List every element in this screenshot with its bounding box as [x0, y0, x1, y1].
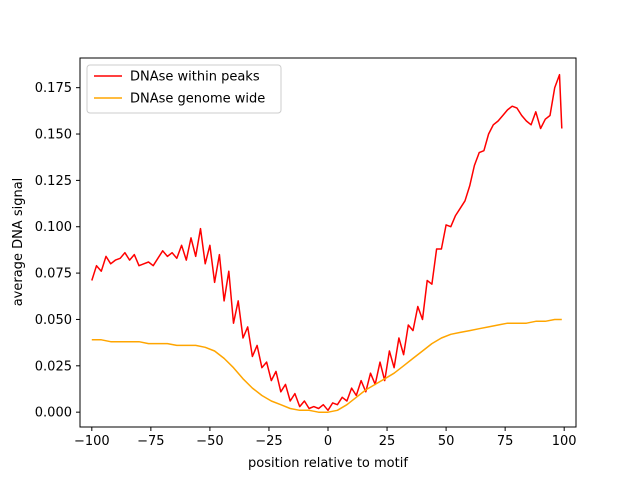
series-line-dnase-within-peaks [91, 73, 563, 412]
x-tick-label: 25 [379, 434, 396, 449]
x-tick-label: 100 [552, 434, 577, 449]
y-tick-label: 0.150 [35, 128, 72, 143]
x-axis-title: position relative to motif [248, 456, 408, 471]
legend-label-dnase-within-peaks: DNAse within peaks [130, 70, 260, 85]
x-tick-label: 50 [438, 434, 455, 449]
y-tick-label: 0.050 [35, 313, 72, 328]
legend-label-dnase-genome-wide: DNAse genome wide [130, 92, 265, 107]
legend-box [86, 64, 282, 114]
x-tick-label: −75 [137, 434, 164, 449]
x-axis: −100 −75 −50 −25 0 25 50 75 100 [74, 427, 577, 449]
y-tick-label: 0.075 [35, 267, 72, 282]
y-tick-label: 0.175 [35, 81, 72, 96]
y-axis-title: average DNA signal [11, 178, 26, 307]
y-tick-label: 0.125 [35, 174, 72, 189]
x-tick-label: −25 [255, 434, 282, 449]
series-line-dnase-genome-wide [91, 318, 562, 413]
y-axis: 0.000 0.025 0.050 0.075 0.100 0.125 0.150 0.175 [35, 81, 80, 421]
y-tick-label: 0.025 [35, 359, 72, 374]
x-tick-label: 75 [497, 434, 514, 449]
x-tick-label: −50 [196, 434, 223, 449]
x-tick-label: 0 [324, 434, 332, 449]
legend: DNAse within peaks DNAse genome wide [86, 64, 282, 114]
y-tick-label: 0.100 [35, 220, 72, 235]
series-layer [91, 73, 563, 413]
x-tick-label: −100 [74, 434, 110, 449]
y-tick-label: 0.000 [35, 406, 72, 421]
